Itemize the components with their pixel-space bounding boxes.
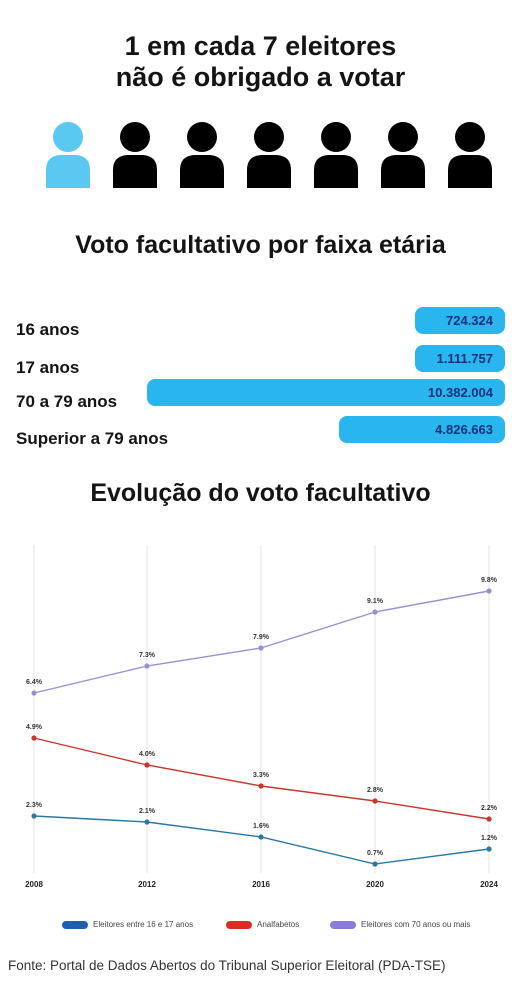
data-label: 3.3% (253, 772, 270, 779)
bar-category-label: 17 anos (16, 358, 80, 377)
legend-swatch (62, 920, 88, 929)
data-label: 1.6% (253, 823, 270, 830)
bar-category-label: 70 a 79 anos (16, 392, 118, 411)
data-label: 6.4% (26, 679, 43, 686)
legend-label: Eleitores entre 16 e 17 anos (93, 920, 194, 929)
data-point (258, 834, 264, 840)
data-point (372, 609, 378, 615)
source-note: Fonte: Portal de Dados Abertos do Tribun… (8, 958, 446, 973)
data-point (31, 813, 37, 819)
headline-line-1: 1 em cada 7 eleitores (124, 31, 397, 61)
person-icon (243, 120, 295, 190)
data-point (372, 798, 378, 804)
bar-value-label: 1.111.757 (436, 351, 493, 366)
legend-swatch (330, 920, 356, 929)
evolution-title: Evolução do voto facultativo (90, 479, 431, 507)
data-point (258, 645, 264, 651)
x-tick-label: 2012 (138, 880, 156, 889)
legend-label: Eleitores com 70 anos ou mais (361, 920, 471, 929)
legend-swatch (226, 920, 252, 929)
person-icon (310, 120, 362, 190)
x-tick-label: 2008 (25, 880, 43, 889)
data-label: 7.9% (253, 634, 270, 641)
legend-item: Eleitores com 70 anos ou mais (330, 920, 470, 929)
data-point (144, 819, 150, 825)
person-icon (444, 120, 496, 190)
bar: 4.826.663 (338, 416, 505, 443)
headline-line-2: não é obrigado a votar (115, 62, 406, 92)
data-label: 2.3% (26, 802, 43, 809)
data-label: 2.8% (367, 787, 384, 794)
legend-label: Analfabetos (257, 920, 300, 929)
legend-item: Analfabetos (226, 920, 299, 929)
bar: 724.324 (415, 307, 505, 334)
data-label: 7.3% (139, 652, 156, 659)
bar: 1.111.757 (415, 345, 505, 372)
data-label: 9.1% (367, 598, 384, 605)
x-tick-label: 2020 (366, 880, 384, 889)
x-tick-label: 2024 (480, 880, 498, 889)
data-point (144, 762, 150, 768)
data-label: 0.7% (367, 850, 384, 857)
data-point (486, 588, 492, 594)
data-label: 1.2% (481, 835, 498, 842)
data-label: 4.9% (26, 724, 43, 731)
person-icon (377, 120, 429, 190)
evolution-line-chart: 2008 2012 2016 2020 2024 2.3% 2.1% 1.6% 0.7% 1.2%… (25, 545, 498, 889)
headline: 1 em cada 7 eleitores não é obrigado a v… (0, 31, 521, 93)
data-point (31, 735, 37, 741)
bar-value-label: 724.324 (446, 313, 493, 328)
data-label: 2.2% (481, 805, 498, 812)
data-point (31, 690, 37, 696)
data-label: 2.1% (139, 808, 156, 815)
data-point (144, 663, 150, 669)
bar-category-label: 16 anos (16, 320, 80, 339)
age-group-title: Voto facultativo por faixa etária (75, 231, 446, 259)
bar-value-label: 10.382.004 (427, 385, 493, 400)
legend-item: Eleitores entre 16 e 17 anos (62, 920, 193, 929)
data-label: 9.8% (481, 577, 498, 584)
data-point (486, 846, 492, 852)
bar: 10.382.004 (147, 379, 505, 406)
bar-value-label: 4.826.663 (435, 422, 493, 437)
person-icon (42, 120, 94, 190)
x-tick-label: 2016 (252, 880, 270, 889)
data-point (372, 861, 378, 867)
data-point (486, 816, 492, 822)
person-icon (109, 120, 161, 190)
data-label: 4.0% (139, 751, 156, 758)
data-point (258, 783, 264, 789)
person-icon (176, 120, 228, 190)
bar-category-label: Superior a 79 anos (16, 429, 169, 448)
